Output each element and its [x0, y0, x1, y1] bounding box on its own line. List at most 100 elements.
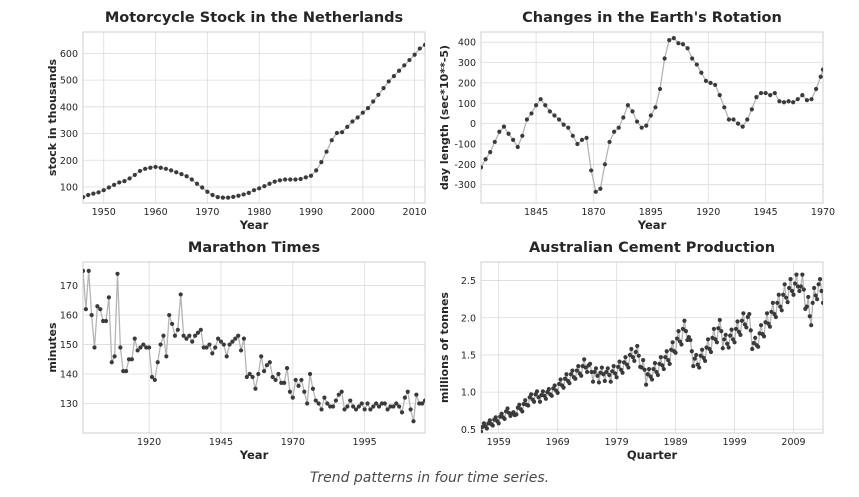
- data-point: [567, 381, 572, 386]
- data-point: [524, 117, 530, 122]
- data-point: [739, 318, 745, 323]
- data-point: [299, 377, 304, 383]
- data-point: [515, 144, 520, 150]
- data-point: [167, 312, 172, 318]
- data-point: [106, 185, 112, 190]
- data-point: [86, 268, 91, 273]
- data-point: [777, 99, 782, 104]
- y-tick-label: 1.0: [461, 388, 476, 399]
- data-point: [795, 97, 800, 102]
- data-point: [385, 407, 390, 412]
- data-point: [481, 165, 484, 170]
- data-point: [555, 390, 560, 395]
- data-point: [158, 342, 163, 347]
- data-point: [359, 401, 364, 406]
- data-point: [772, 90, 777, 96]
- data-point: [284, 366, 290, 371]
- data-point: [391, 404, 396, 409]
- y-tick-label: 0.5: [461, 425, 476, 436]
- data-point: [365, 401, 370, 406]
- data-point: [356, 404, 361, 409]
- data-point: [674, 336, 680, 341]
- data-point: [558, 377, 563, 382]
- data-point: [224, 354, 229, 359]
- data-point: [314, 168, 319, 173]
- data-point: [644, 123, 649, 128]
- data-point: [417, 401, 422, 406]
- data-point: [135, 348, 140, 353]
- data-point: [670, 340, 675, 345]
- data-point: [155, 360, 160, 365]
- data-point: [733, 326, 739, 332]
- data-point: [781, 100, 787, 105]
- data-point: [601, 372, 606, 377]
- data-point: [540, 389, 546, 394]
- data-point: [322, 395, 327, 400]
- data-point: [397, 404, 402, 409]
- data-point: [639, 125, 644, 130]
- data-point: [417, 46, 422, 51]
- data-point: [200, 185, 205, 190]
- data-point: [241, 192, 246, 197]
- data-point: [396, 68, 402, 73]
- y-tick-label: -300: [454, 180, 476, 191]
- data-point: [247, 371, 252, 377]
- y-tick-label: 170: [60, 281, 78, 292]
- data-point: [614, 375, 619, 380]
- data-point: [399, 410, 405, 415]
- data-point: [599, 365, 604, 370]
- data-point: [241, 336, 247, 341]
- data-point: [820, 300, 823, 305]
- data-point: [632, 358, 637, 363]
- data-point: [152, 377, 157, 383]
- data-point: [298, 176, 303, 182]
- data-point: [316, 401, 321, 406]
- x-tick-label: 1969: [546, 437, 570, 448]
- data-point: [646, 366, 652, 372]
- data-point: [621, 115, 626, 120]
- data-point: [143, 166, 148, 171]
- data-point: [819, 288, 823, 294]
- data-point: [103, 318, 109, 324]
- data-point: [800, 272, 805, 277]
- data-point: [288, 177, 293, 182]
- data-point: [520, 133, 525, 138]
- data-point: [204, 345, 209, 350]
- data-point: [502, 416, 507, 421]
- data-point: [794, 272, 799, 277]
- data-point: [529, 111, 534, 116]
- data-point: [700, 347, 705, 352]
- x-tick-label: 1920: [696, 207, 720, 218]
- data-point: [368, 407, 373, 412]
- data-point: [751, 340, 756, 346]
- data-point: [682, 318, 687, 323]
- chart-1: 1950 1960 1970 1980 1990 2000 2010 100 200 300 400…: [46, 10, 427, 232]
- data-point: [775, 300, 780, 305]
- data-point: [804, 304, 809, 309]
- data-point: [91, 191, 96, 196]
- data-point: [520, 409, 525, 414]
- chart-title: Changes in the Earth's Rotation: [522, 10, 782, 26]
- data-point: [287, 389, 293, 394]
- data-point: [371, 404, 376, 409]
- data-point: [267, 360, 272, 365]
- data-point: [688, 337, 693, 343]
- data-point: [86, 192, 91, 198]
- data-point: [303, 175, 308, 180]
- data-point: [172, 333, 178, 338]
- data-point: [680, 42, 686, 47]
- x-tick-label: 1945: [754, 207, 778, 218]
- data-point: [137, 168, 143, 174]
- data-point: [267, 181, 272, 186]
- data-point: [534, 389, 540, 394]
- data-point: [83, 195, 86, 200]
- x-tick-label: 1950: [92, 207, 116, 218]
- data-point: [132, 336, 137, 341]
- data-point: [666, 358, 671, 363]
- x-tick-label: 1970: [195, 207, 219, 218]
- data-point: [141, 342, 146, 347]
- data-point: [582, 357, 587, 362]
- data-point: [662, 56, 667, 61]
- x-tick-label: 1990: [299, 207, 323, 218]
- data-point: [784, 295, 789, 300]
